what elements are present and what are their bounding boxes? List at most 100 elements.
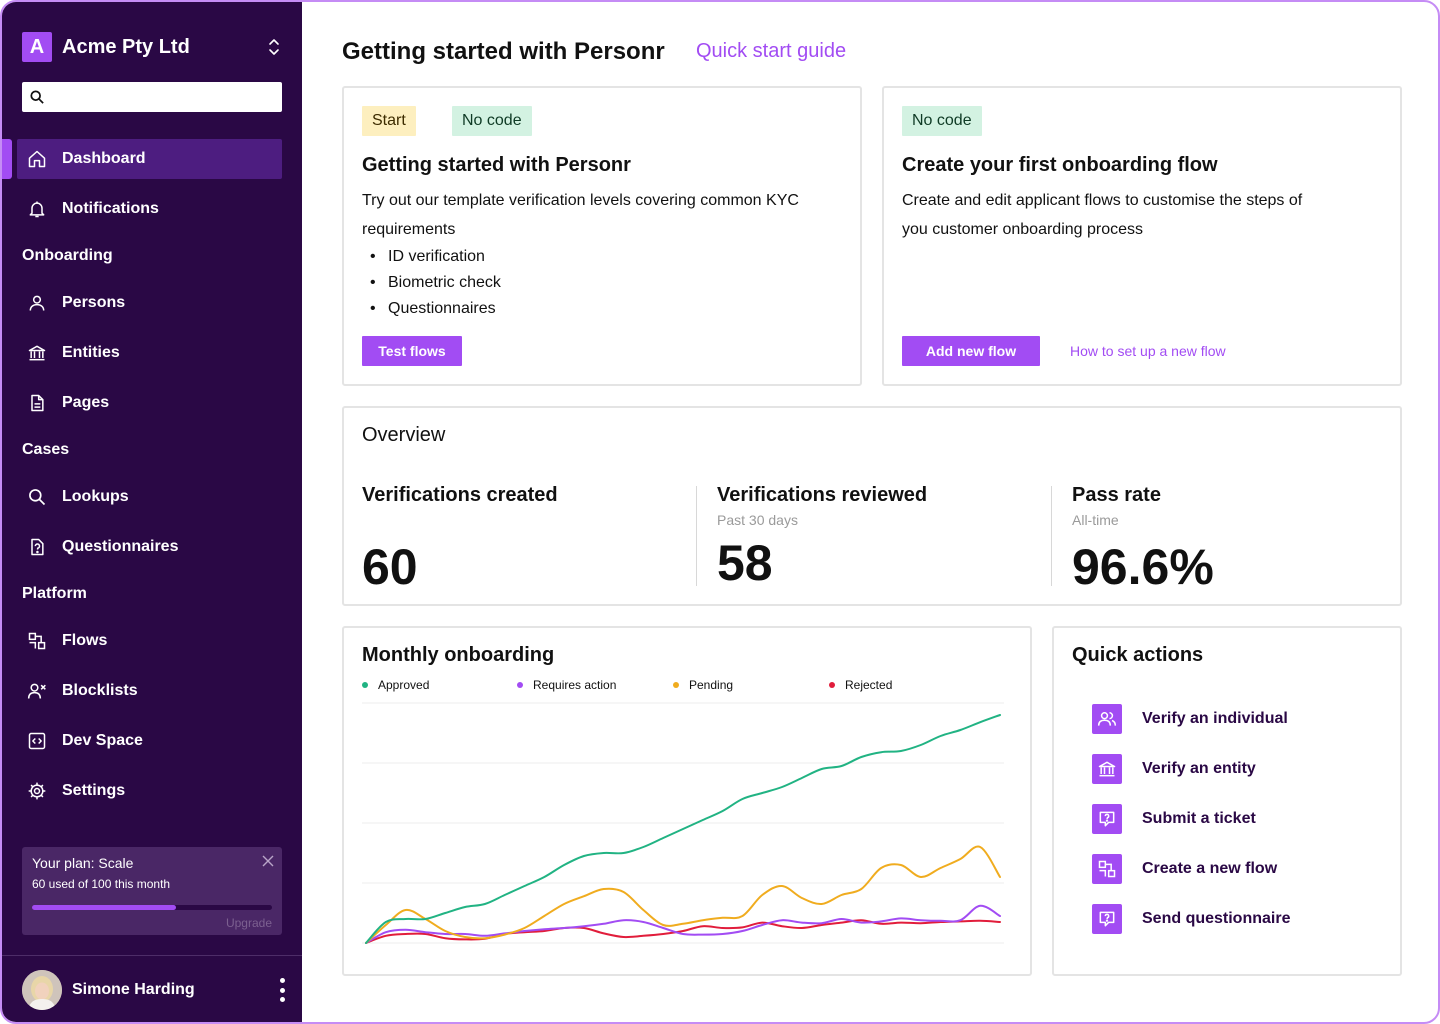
sidebar: A Acme Pty Ltd Dashboard Notifications O…	[2, 2, 302, 1022]
stat-divider	[696, 486, 697, 586]
card-title: Create your first onboarding flow	[902, 154, 1218, 176]
plan-progress	[32, 905, 272, 910]
setup-flow-link[interactable]: How to set up a new flow	[1070, 343, 1226, 359]
user-name: Simone Harding	[72, 981, 195, 998]
sidebar-item-label: Settings	[62, 782, 126, 799]
sidebar-item-label: Persons	[62, 294, 126, 311]
magnifier-icon	[29, 489, 46, 506]
sidebar-item-persons[interactable]: Persons	[17, 283, 282, 323]
sidebar-item-label: Entities	[62, 344, 120, 361]
quick-actions-title: Quick actions	[1072, 644, 1204, 666]
series-line-approved	[365, 714, 1001, 944]
overview-title: Overview	[362, 424, 446, 446]
org-switcher[interactable]: A Acme Pty Ltd	[22, 32, 282, 62]
series-line-requires-action	[365, 904, 1001, 944]
gear-icon	[28, 782, 46, 800]
quick-actions-card: Quick actions Verify an individual Verif…	[1052, 626, 1402, 976]
sidebar-item-notifications[interactable]: Notifications	[17, 189, 282, 229]
feature-list: ID verification Biometric check Question…	[364, 244, 501, 322]
stat-pass-rate-label: Pass rate	[1072, 484, 1161, 506]
document-icon	[31, 394, 44, 412]
legend-rejected: Rejected	[829, 678, 892, 692]
legend-label: Pending	[689, 678, 734, 692]
legend-swatch	[673, 682, 679, 688]
bank-icon	[1092, 754, 1122, 784]
page-title: Getting started with Personr	[342, 38, 665, 65]
plan-title: Your plan: Scale	[32, 855, 134, 871]
sidebar-divider	[2, 955, 302, 956]
chart-title: Monthly onboarding	[362, 644, 555, 666]
sidebar-item-blocklists[interactable]: Blocklists	[17, 671, 282, 711]
plan-usage: 60 used of 100 this month	[32, 877, 171, 891]
sidebar-item-lookups[interactable]: Lookups	[17, 477, 282, 517]
sidebar-item-label: Pages	[62, 394, 110, 411]
users-icon	[1092, 704, 1122, 734]
add-new-flow-button[interactable]: Add new flow	[902, 336, 1040, 366]
create-flow-action[interactable]: Create a new flow	[1092, 854, 1277, 884]
stat-created-label: Verifications created	[362, 484, 558, 506]
legend-label: Rejected	[845, 678, 893, 692]
action-label: Submit a ticket	[1142, 810, 1256, 827]
person-icon	[29, 295, 45, 311]
sidebar-item-label: Questionnaires	[62, 538, 179, 555]
sidebar-item-label: Notifications	[62, 200, 159, 217]
stat-reviewed-sub: Past 30 days	[717, 512, 798, 528]
legend-approved: Approved	[362, 678, 429, 692]
action-label: Create a new flow	[1142, 860, 1278, 877]
plan-card: Your plan: Scale 60 used of 100 this mon…	[22, 847, 282, 935]
sidebar-item-dashboard[interactable]: Dashboard	[17, 139, 282, 179]
send-questionnaire-action[interactable]: Send questionnaire	[1092, 904, 1290, 934]
sidebar-item-flows[interactable]: Flows	[17, 621, 282, 661]
list-item: Biometric check	[364, 270, 501, 296]
bell-icon	[29, 201, 45, 218]
stat-reviewed-value: 58	[717, 535, 773, 591]
legend-label: Requires action	[533, 678, 617, 692]
search-box[interactable]	[22, 82, 282, 112]
action-label: Send questionnaire	[1142, 910, 1291, 927]
flows-icon	[28, 632, 46, 650]
start-tag: Start	[362, 106, 416, 136]
user-menu[interactable]: Simone Harding	[22, 970, 292, 1010]
card-title: Getting started with Personr	[362, 154, 631, 176]
list-item: Questionnaires	[364, 296, 501, 322]
sidebar-item-settings[interactable]: Settings	[17, 771, 282, 811]
code-icon	[28, 732, 46, 750]
action-label: Verify an entity	[1142, 760, 1256, 777]
legend-swatch	[362, 682, 368, 688]
sidebar-item-entities[interactable]: Entities	[17, 333, 282, 373]
search-icon	[30, 90, 44, 104]
search-input[interactable]	[50, 84, 282, 110]
flows-icon	[1092, 854, 1122, 884]
card-description: Try out our template verification levels…	[362, 192, 799, 238]
question-chat-icon	[1092, 804, 1122, 834]
section-cases: Cases	[22, 441, 70, 458]
org-name: Acme Pty Ltd	[62, 35, 190, 58]
legend-label: Approved	[378, 678, 430, 692]
sidebar-item-pages[interactable]: Pages	[17, 383, 282, 423]
test-flows-button[interactable]: Test flows	[362, 336, 462, 366]
onboarding-flow-card: No code Create your first onboarding flo…	[882, 86, 1402, 386]
stat-pass-rate-value: 96.6%	[1072, 539, 1214, 595]
sidebar-item-questionnaires[interactable]: Questionnaires	[17, 527, 282, 567]
stat-pass-rate-sub: All-time	[1072, 512, 1119, 528]
chevron-up-down-icon[interactable]	[266, 37, 282, 57]
plan-progress-fill	[32, 905, 176, 910]
verify-individual-action[interactable]: Verify an individual	[1092, 704, 1288, 734]
home-icon	[28, 150, 46, 168]
more-options-icon[interactable]	[272, 976, 292, 1004]
quick-start-guide-link[interactable]: Quick start guide	[696, 40, 847, 62]
series-line-rejected	[365, 919, 1001, 944]
sidebar-item-dev-space[interactable]: Dev Space	[17, 721, 282, 761]
submit-ticket-action[interactable]: Submit a ticket	[1092, 804, 1256, 834]
sidebar-item-label: Dashboard	[62, 150, 146, 167]
overview-card: Overview Verifications created 60 Verifi…	[342, 406, 1402, 606]
questionnaire-icon	[31, 538, 44, 556]
card-description: Create and edit applicant flows to custo…	[902, 192, 1303, 238]
close-icon[interactable]	[262, 855, 274, 867]
avatar	[22, 970, 62, 1010]
legend-swatch	[517, 682, 523, 688]
list-item: ID verification	[364, 244, 501, 270]
verify-entity-action[interactable]: Verify an entity	[1092, 754, 1256, 784]
question-chat-icon	[1092, 904, 1122, 934]
upgrade-link[interactable]: Upgrade	[225, 916, 272, 930]
